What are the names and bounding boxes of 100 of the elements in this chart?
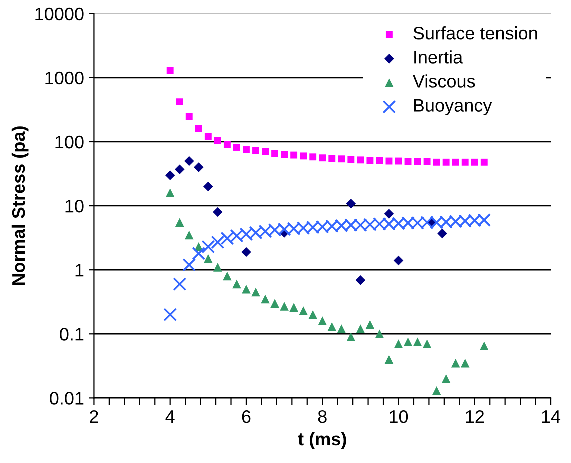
point	[290, 303, 298, 312]
x-tick-label: 4	[166, 410, 175, 424]
point	[242, 284, 251, 294]
point	[290, 152, 298, 159]
point	[192, 247, 206, 260]
legend-label: Surface tension	[414, 26, 538, 40]
point	[223, 272, 232, 281]
point	[232, 280, 242, 289]
point	[242, 247, 252, 258]
point	[176, 98, 184, 106]
point	[480, 342, 489, 351]
point	[211, 236, 225, 250]
point	[424, 158, 431, 166]
point	[204, 133, 212, 140]
point	[413, 338, 422, 347]
point	[384, 209, 394, 219]
point	[451, 358, 460, 368]
point	[202, 240, 216, 254]
point	[184, 156, 194, 166]
point	[375, 330, 384, 339]
point	[280, 302, 289, 311]
point	[452, 158, 460, 166]
point	[357, 156, 364, 164]
y-tick-label: 0.01	[50, 392, 84, 405]
point	[182, 258, 196, 272]
point	[404, 338, 413, 347]
legend-label: Inertia	[414, 50, 464, 64]
y-tick-label: 10	[66, 200, 84, 213]
point	[394, 340, 404, 348]
x-tick-label: 12	[466, 410, 484, 424]
point	[261, 294, 270, 304]
point	[184, 230, 194, 240]
y-tick-label: 1000	[46, 72, 84, 85]
point	[346, 332, 356, 342]
point	[262, 148, 269, 156]
point	[299, 306, 308, 316]
point	[272, 150, 279, 158]
point	[164, 308, 178, 322]
point	[480, 158, 488, 166]
point	[174, 164, 185, 175]
y-tick-label: 100	[56, 136, 84, 149]
point	[414, 158, 422, 166]
x-tick-label: 8	[318, 410, 327, 424]
point	[318, 316, 328, 326]
point	[438, 228, 448, 239]
point	[270, 299, 280, 308]
point	[281, 151, 288, 158]
x-tick-label: 2	[90, 410, 98, 424]
point	[319, 154, 326, 162]
y-tick-label: 0.1	[60, 328, 84, 341]
point	[471, 158, 478, 166]
point	[214, 263, 222, 272]
x-tick-label: 14	[542, 410, 561, 424]
point	[356, 324, 366, 334]
y-tick-label: 1	[76, 264, 84, 277]
y-axis-title: Normal Stress (pa)	[12, 126, 29, 286]
point	[442, 374, 451, 384]
point	[213, 207, 223, 218]
point	[348, 156, 355, 164]
point	[366, 157, 374, 164]
point	[252, 288, 260, 297]
x-tick-label: 6	[242, 410, 251, 424]
point	[442, 158, 450, 166]
x-axis-title: t (ms)	[298, 432, 346, 450]
point	[233, 144, 240, 151]
point	[204, 182, 214, 192]
point	[214, 137, 222, 144]
point	[366, 320, 375, 330]
point	[460, 358, 470, 368]
point	[166, 67, 174, 74]
point	[308, 310, 318, 320]
legend-label: Buoyancy	[414, 99, 492, 116]
point	[166, 188, 175, 198]
point	[173, 278, 187, 292]
point	[433, 158, 440, 166]
point	[300, 152, 308, 160]
legend-label: Viscous	[413, 74, 476, 88]
point	[384, 355, 394, 364]
point	[175, 218, 184, 228]
point	[432, 386, 442, 396]
point	[243, 146, 250, 154]
point	[404, 158, 412, 166]
y-tick-label: 10000	[36, 8, 84, 21]
point	[394, 256, 404, 266]
point	[462, 158, 469, 166]
point	[328, 155, 336, 162]
point	[224, 141, 231, 148]
point	[337, 324, 346, 334]
point	[356, 275, 366, 286]
point	[328, 322, 337, 332]
point	[204, 254, 213, 264]
point	[338, 156, 346, 163]
point	[422, 340, 432, 348]
point	[195, 125, 202, 132]
point	[310, 154, 317, 161]
point	[376, 157, 384, 164]
x-tick-label: 10	[390, 410, 408, 424]
point	[194, 162, 204, 172]
point	[186, 113, 193, 120]
point	[346, 198, 356, 209]
